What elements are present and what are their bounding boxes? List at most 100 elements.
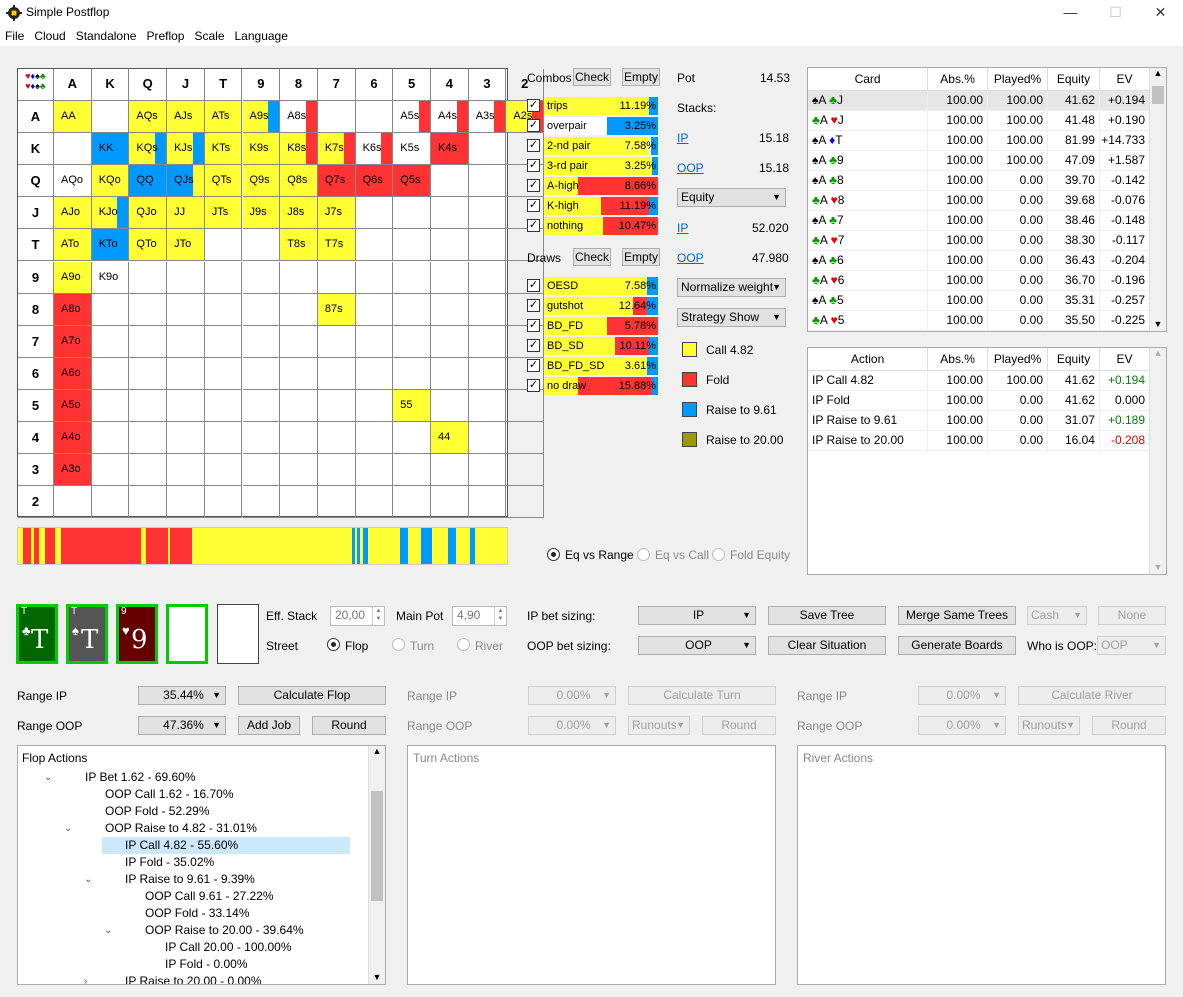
grid-cell[interactable] — [204, 422, 243, 455]
grid-cell[interactable] — [204, 486, 243, 519]
metric-select[interactable]: Equity ▼ — [677, 188, 786, 207]
grid-cell[interactable]: K9o — [91, 261, 130, 294]
grid-cell[interactable]: A7o — [54, 325, 92, 358]
oop-bet-sizing-select[interactable]: OOP ▼ — [638, 636, 756, 655]
grid-cell[interactable] — [167, 454, 205, 487]
grid-cell[interactable] — [242, 229, 281, 262]
combos-empty-button[interactable]: Empty — [622, 68, 660, 86]
grid-cell[interactable] — [167, 261, 205, 294]
grid-cell[interactable] — [431, 325, 469, 358]
grid-cell[interactable]: T8s — [280, 229, 318, 262]
grid-cell[interactable]: A3o — [54, 454, 92, 487]
grid-cell[interactable] — [355, 101, 394, 134]
main-pot-input[interactable]: 4,90 ▲ ▼ — [452, 606, 507, 626]
grid-cell[interactable] — [506, 422, 545, 455]
grid-cell[interactable]: K9s — [242, 133, 281, 166]
grid-cell[interactable]: J7s — [317, 197, 356, 230]
generate-boards-button[interactable]: Generate Boards — [898, 636, 1016, 655]
grid-cell[interactable]: QJo — [129, 197, 168, 230]
grid-cell[interactable]: AA — [54, 101, 92, 134]
grid-cell[interactable] — [431, 197, 469, 230]
grid-cell[interactable] — [355, 229, 394, 262]
table-row[interactable]: ♣A ♥5 100.00 0.00 35.50 -0.225 — [808, 310, 1151, 331]
grid-cell[interactable]: K5s — [393, 133, 431, 166]
chevron-down-icon[interactable]: ▼ — [1153, 319, 1163, 329]
grid-cell[interactable]: QJs — [167, 165, 205, 198]
column-header[interactable]: Played% — [987, 68, 1049, 91]
grid-cell[interactable]: KJo — [91, 197, 130, 230]
grid-cell[interactable] — [204, 229, 243, 262]
grid-cell[interactable] — [167, 486, 205, 519]
strategy-select[interactable]: Strategy Show ▼ — [677, 308, 786, 327]
grid-cell[interactable] — [317, 357, 356, 390]
combos-checkbox[interactable]: ✓ — [527, 219, 540, 232]
grid-cell[interactable] — [129, 357, 168, 390]
menu-standalone[interactable]: Standalone — [75, 29, 137, 43]
grid-cell[interactable] — [506, 389, 545, 422]
grid-cell[interactable] — [431, 165, 469, 198]
grid-cell[interactable]: AQo — [54, 165, 92, 198]
grid-cell[interactable] — [506, 133, 545, 166]
grid-cell[interactable] — [355, 325, 394, 358]
spin-arrows-icon[interactable]: ▲ ▼ — [372, 607, 384, 625]
grid-cell[interactable] — [129, 325, 168, 358]
grid-cell[interactable] — [242, 261, 281, 294]
grid-cell[interactable]: KK — [91, 133, 130, 166]
spin-arrows-icon[interactable]: ▲ ▼ — [494, 607, 506, 625]
grid-cell[interactable]: A8o — [54, 293, 92, 326]
grid-cell[interactable]: K7s — [317, 133, 356, 166]
grid-cell[interactable]: QTo — [129, 229, 168, 262]
grid-cell[interactable] — [468, 325, 507, 358]
scroll-thumb[interactable] — [371, 791, 383, 901]
grid-cell[interactable]: KTo — [91, 229, 130, 262]
scroll-thumb[interactable] — [1152, 86, 1164, 104]
grid-cell[interactable]: Q7s — [317, 165, 356, 198]
ip-bet-sizing-select[interactable]: IP ▼ — [638, 606, 756, 625]
grid-cell[interactable] — [167, 325, 205, 358]
grid-cell[interactable] — [468, 261, 507, 294]
turn-runouts-select[interactable]: Runouts ▼ — [628, 716, 690, 735]
grid-cell[interactable] — [317, 101, 356, 134]
draws-checkbox[interactable]: ✓ — [527, 379, 540, 392]
grid-cell[interactable] — [317, 325, 356, 358]
grid-cell[interactable]: 87s — [317, 293, 356, 326]
river-card-slot[interactable] — [217, 604, 259, 664]
grid-cell[interactable] — [355, 293, 394, 326]
grid-cell[interactable] — [431, 261, 469, 294]
grid-cell[interactable]: QQ — [129, 165, 168, 198]
grid-cell[interactable]: A5o — [54, 389, 92, 422]
minimize-button[interactable]: — — [1063, 4, 1078, 20]
table-row[interactable]: IP Raise to 20.00 100.00 0.00 16.04 -0.208 — [808, 430, 1151, 451]
grid-cell[interactable] — [506, 165, 545, 198]
combos-check-button[interactable]: Check — [573, 68, 611, 86]
grid-cell[interactable]: 55 — [393, 389, 431, 422]
chevron-down-icon[interactable]: ▼ — [372, 972, 382, 982]
tree-node[interactable]: IP Raise to 9.61 - 9.39% — [125, 872, 255, 886]
board-card[interactable]: T ♠ T — [66, 604, 108, 664]
grid-cell[interactable] — [242, 357, 281, 390]
turn-range-oop-select[interactable]: 0.00% ▼ — [528, 716, 616, 735]
grid-cell[interactable] — [242, 325, 281, 358]
grid-cell[interactable] — [242, 422, 281, 455]
menu-scale[interactable]: Scale — [194, 29, 225, 43]
grid-cell[interactable] — [506, 454, 545, 487]
save-tree-button[interactable]: Save Tree — [768, 606, 886, 625]
grid-cell[interactable] — [280, 357, 318, 390]
grid-cell[interactable] — [506, 261, 545, 294]
grid-cell[interactable] — [355, 389, 394, 422]
grid-cell[interactable]: Q9s — [242, 165, 281, 198]
grid-cell[interactable] — [317, 261, 356, 294]
menu-preflop[interactable]: Preflop — [146, 29, 185, 43]
grid-cell[interactable]: 44 — [431, 422, 469, 455]
expand-chevron-icon[interactable]: ⌄ — [44, 772, 53, 783]
grid-cell[interactable] — [280, 325, 318, 358]
card-table-scrollbar[interactable]: ▲ ▼ — [1149, 68, 1166, 331]
column-header[interactable]: Abs.% — [927, 68, 989, 91]
table-row[interactable]: ♠A ♣8 100.00 0.00 39.70 -0.142 — [808, 170, 1151, 191]
close-button[interactable]: ✕ — [1154, 4, 1167, 20]
grid-cell[interactable] — [468, 357, 507, 390]
grid-cell[interactable] — [280, 486, 318, 519]
grid-cell[interactable] — [280, 261, 318, 294]
table-row[interactable]: ♠A ♣5 100.00 0.00 35.31 -0.257 — [808, 290, 1151, 311]
grid-cell[interactable] — [506, 293, 545, 326]
